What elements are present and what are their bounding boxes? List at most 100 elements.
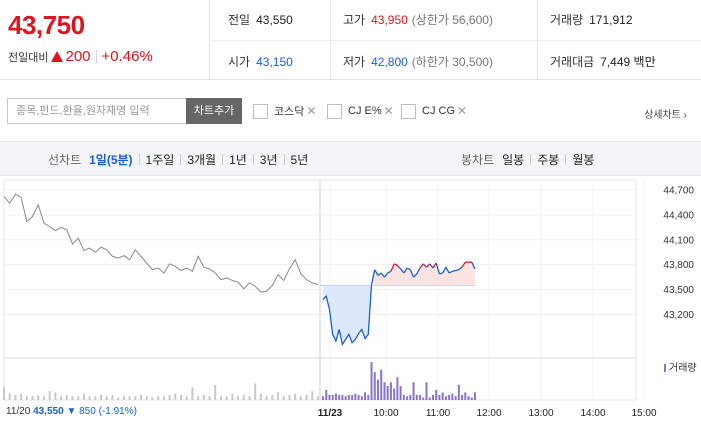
period-3month[interactable]: 3개월 bbox=[187, 152, 217, 167]
change-percent: +0.46% bbox=[101, 48, 153, 65]
checkbox[interactable] bbox=[327, 103, 342, 119]
volume-bar bbox=[415, 394, 418, 400]
volume-bar bbox=[259, 393, 262, 400]
above-base-fill bbox=[371, 262, 475, 286]
checkbox[interactable] bbox=[401, 103, 416, 119]
today-line-segment bbox=[471, 261, 476, 270]
prev-day-series bbox=[3, 193, 319, 293]
today-line-segment bbox=[439, 272, 443, 275]
divider bbox=[537, 0, 538, 80]
volume-bar bbox=[265, 396, 268, 400]
today-line-segment bbox=[461, 261, 466, 268]
detail-chart-label: 상세차트 bbox=[644, 110, 681, 121]
volume-bar bbox=[435, 389, 438, 400]
close-icon[interactable]: ✕ bbox=[306, 104, 317, 118]
compare-toolbar: 차트추가 코스닥 ✕ CJ E% ✕ CJ CG ✕ 상세차트 › bbox=[0, 80, 701, 142]
today-line-segment bbox=[406, 267, 411, 271]
compare-cj-cgv[interactable]: CJ CG ✕ bbox=[401, 103, 467, 119]
period-3year[interactable]: 3년 bbox=[259, 152, 278, 167]
volume-bars bbox=[3, 362, 476, 400]
period-5year[interactable]: 5년 bbox=[290, 152, 309, 167]
volume-bar bbox=[271, 394, 274, 400]
add-chart-button[interactable]: 차트추가 bbox=[186, 98, 242, 124]
open-label: 시가 bbox=[228, 55, 251, 69]
detail-chart-link[interactable]: 상세차트 › bbox=[644, 106, 687, 121]
volume-bar bbox=[277, 392, 280, 400]
volume-bar bbox=[288, 394, 291, 400]
today-line-segment bbox=[435, 262, 441, 274]
volume-bar bbox=[225, 396, 228, 400]
today-line-segment bbox=[383, 272, 389, 278]
volume-value: 171,912 bbox=[589, 13, 633, 27]
today-line-segment bbox=[429, 263, 434, 269]
volume-bar bbox=[364, 392, 367, 400]
candle-daily[interactable]: 일봉 bbox=[502, 152, 525, 167]
close-icon[interactable]: ✕ bbox=[383, 104, 394, 118]
volume-bar bbox=[185, 396, 188, 400]
volume-bar bbox=[100, 394, 103, 400]
volume-bar bbox=[151, 397, 154, 400]
line-chart-periods: 선차트 1일(5분) 1주일 3개월 1년 3년 5년 bbox=[48, 142, 308, 176]
today-line-segment bbox=[442, 266, 447, 274]
amount-label: 거래대금 bbox=[550, 55, 595, 69]
volume-bar bbox=[231, 393, 234, 400]
volume-bar bbox=[389, 382, 392, 400]
today-line-segment bbox=[387, 270, 392, 274]
volume-bar bbox=[179, 394, 182, 400]
volume-bar bbox=[37, 394, 40, 400]
x-tick-label: 15:00 bbox=[631, 408, 656, 419]
x-tick-label: 12:00 bbox=[476, 408, 501, 419]
volume-bar bbox=[168, 394, 171, 400]
today-line-segment bbox=[432, 262, 437, 269]
today-line-down bbox=[322, 284, 373, 347]
period-1day[interactable]: 1일(5분) bbox=[89, 152, 133, 167]
divider bbox=[330, 0, 331, 80]
volume-bar bbox=[464, 392, 467, 400]
x-tick-label: 11/23 bbox=[318, 408, 343, 419]
volume-bar bbox=[94, 396, 97, 400]
volume-bar bbox=[14, 394, 17, 400]
volume-bar bbox=[396, 377, 399, 400]
volume-bar bbox=[60, 396, 63, 400]
volume-bar bbox=[334, 393, 337, 400]
volume-bar bbox=[48, 391, 51, 400]
period-1year[interactable]: 1년 bbox=[229, 152, 247, 167]
volume-bar bbox=[467, 396, 470, 400]
volume-bar bbox=[311, 391, 314, 400]
volume-bar bbox=[373, 372, 376, 400]
compare-cj-enm[interactable]: CJ E% ✕ bbox=[327, 103, 394, 119]
search-input[interactable] bbox=[7, 98, 187, 124]
volume-bar bbox=[65, 394, 68, 400]
compare-label: CJ CG bbox=[422, 105, 455, 117]
period-1week[interactable]: 1주일 bbox=[145, 152, 175, 167]
volume-bar bbox=[157, 396, 160, 400]
volume-bar bbox=[294, 393, 297, 400]
compare-kosdaq[interactable]: 코스닥 ✕ bbox=[253, 103, 316, 119]
today-line-segment bbox=[458, 266, 463, 271]
volume-bar bbox=[380, 369, 383, 400]
amount-value: 7,449 백만 bbox=[600, 55, 656, 69]
y-tick-label: 43,800 bbox=[663, 260, 694, 271]
y-tick-label: 44,700 bbox=[663, 185, 694, 196]
volume-bar bbox=[3, 387, 5, 400]
current-price: 43,750 bbox=[8, 10, 85, 40]
close-icon[interactable]: ✕ bbox=[457, 104, 468, 118]
open-stat: 시가 43,150 bbox=[228, 55, 293, 69]
upper-limit: (상한가 56,600) bbox=[411, 13, 493, 27]
candle-monthly[interactable]: 월봉 bbox=[572, 152, 595, 167]
volume-bar bbox=[406, 396, 409, 400]
x-tick-label: 10:00 bbox=[373, 408, 398, 419]
volume-bar bbox=[354, 393, 357, 400]
volume-bar bbox=[325, 389, 328, 400]
today-line-segment bbox=[400, 268, 405, 274]
divider bbox=[530, 153, 532, 165]
low-value: 42,800 bbox=[371, 55, 408, 69]
volume-bar bbox=[351, 394, 354, 400]
lower-limit: (하한가 30,500) bbox=[411, 55, 493, 69]
volume-bar bbox=[425, 382, 428, 400]
volume-bar bbox=[438, 394, 441, 400]
checkbox[interactable] bbox=[253, 103, 268, 119]
candle-weekly[interactable]: 주봉 bbox=[537, 152, 560, 167]
divider bbox=[565, 153, 567, 165]
volume-bar bbox=[8, 393, 11, 400]
